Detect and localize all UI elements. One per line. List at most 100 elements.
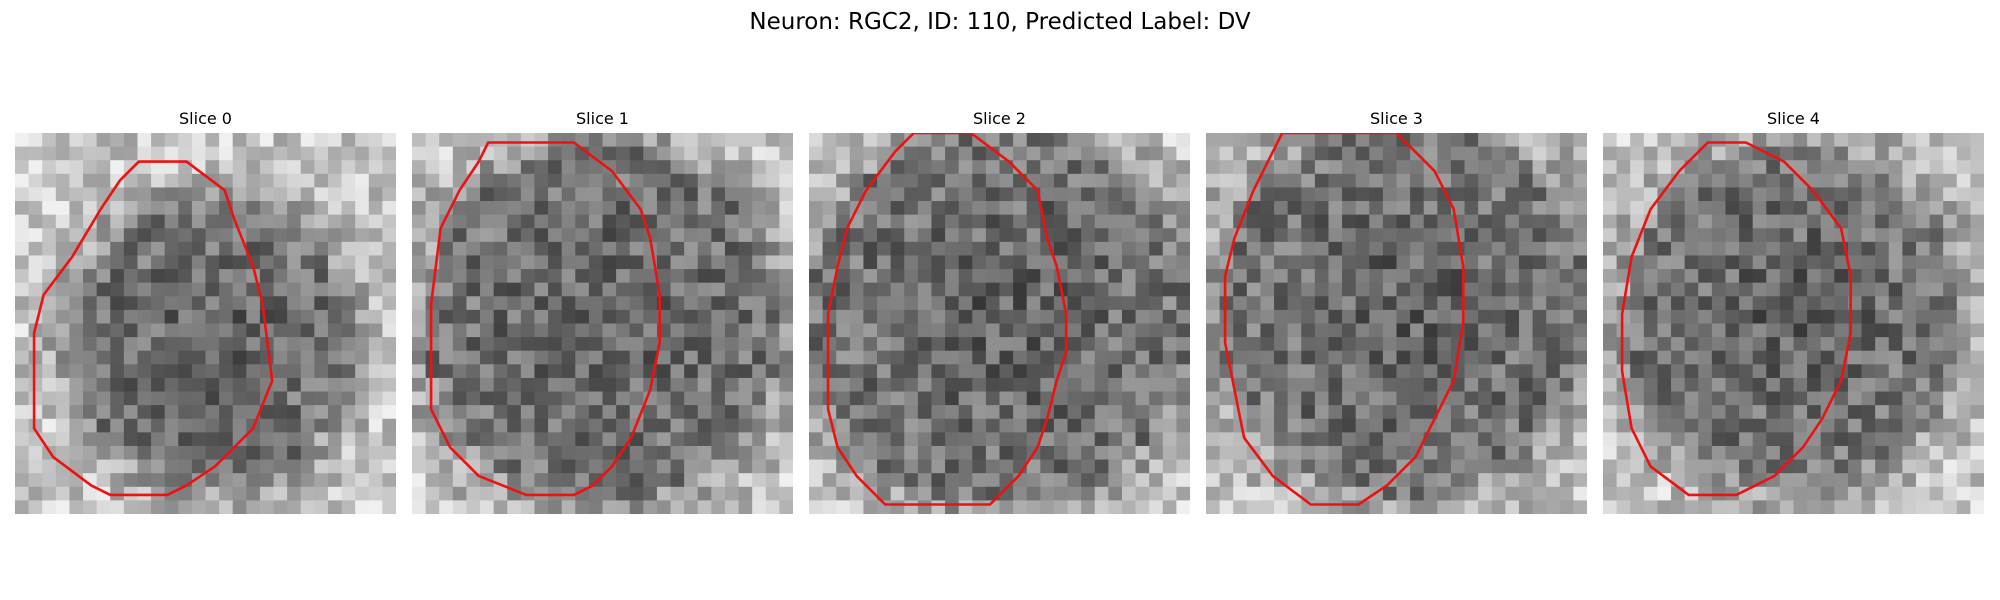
pixel bbox=[1793, 432, 1808, 447]
pixel bbox=[779, 228, 793, 243]
pixel bbox=[738, 173, 753, 189]
pixel bbox=[1657, 350, 1672, 365]
pixel bbox=[1206, 459, 1221, 474]
pixel bbox=[493, 146, 508, 161]
pixel bbox=[711, 160, 726, 175]
pixel bbox=[1643, 173, 1659, 189]
pixel bbox=[602, 418, 617, 433]
pixel bbox=[219, 364, 234, 379]
pixel bbox=[836, 309, 851, 325]
pixel bbox=[1779, 201, 1795, 216]
pixel bbox=[1970, 173, 1984, 189]
pixel bbox=[28, 377, 43, 393]
pixel bbox=[958, 405, 973, 420]
pixel bbox=[670, 201, 685, 216]
pixel bbox=[327, 296, 343, 311]
pixel bbox=[629, 500, 644, 514]
pixel bbox=[110, 241, 125, 257]
pixel bbox=[904, 500, 919, 514]
pixel bbox=[697, 350, 712, 365]
pixel bbox=[1875, 418, 1890, 433]
pixel bbox=[1135, 282, 1150, 297]
pixel bbox=[1671, 296, 1686, 311]
pixel bbox=[1464, 445, 1479, 461]
pixel bbox=[1752, 282, 1767, 297]
pixel bbox=[1532, 282, 1547, 297]
pixel bbox=[985, 133, 1001, 148]
pixel bbox=[1929, 214, 1944, 229]
pixel bbox=[1725, 187, 1740, 202]
pixel bbox=[1793, 323, 1808, 338]
pixel bbox=[958, 445, 973, 461]
pixel bbox=[42, 187, 57, 202]
pixel bbox=[1053, 473, 1069, 488]
pixel bbox=[1671, 255, 1686, 270]
pixel bbox=[1176, 255, 1190, 270]
pixel bbox=[259, 418, 275, 433]
pixel bbox=[724, 255, 740, 270]
pixel bbox=[1725, 377, 1740, 393]
pixel bbox=[1888, 241, 1903, 257]
pixel bbox=[958, 432, 973, 447]
pixel bbox=[1274, 500, 1289, 514]
pixel bbox=[656, 133, 672, 148]
pixel bbox=[42, 432, 57, 447]
pixel bbox=[1013, 350, 1028, 365]
pixel bbox=[863, 377, 878, 393]
pixel bbox=[1478, 282, 1493, 297]
pixel bbox=[273, 418, 288, 433]
pixel bbox=[520, 459, 536, 474]
pixel bbox=[917, 377, 933, 393]
pixel bbox=[1603, 133, 1618, 148]
pixel bbox=[1752, 500, 1767, 514]
pixel bbox=[561, 296, 576, 311]
pixel bbox=[1532, 187, 1547, 202]
pixel bbox=[1807, 228, 1822, 243]
pixel bbox=[602, 201, 617, 216]
pixel bbox=[863, 459, 878, 474]
pixel bbox=[1559, 173, 1574, 189]
pixel bbox=[1067, 500, 1082, 514]
pixel bbox=[836, 173, 851, 189]
pixel bbox=[1176, 201, 1190, 216]
pixel bbox=[1943, 337, 1958, 352]
pixel bbox=[110, 146, 125, 161]
pixel bbox=[1206, 255, 1221, 270]
pixel bbox=[1081, 459, 1096, 474]
pixel bbox=[822, 391, 837, 406]
pixel bbox=[1342, 500, 1357, 514]
pixel bbox=[1328, 173, 1343, 189]
pixel bbox=[1616, 500, 1631, 514]
pixel bbox=[1026, 350, 1041, 365]
pixel bbox=[1067, 445, 1082, 461]
pixel bbox=[1779, 241, 1795, 257]
pixel bbox=[656, 350, 672, 365]
pixel bbox=[1766, 500, 1781, 514]
pixel bbox=[507, 337, 522, 352]
pixel bbox=[1711, 418, 1727, 433]
pixel bbox=[724, 296, 740, 311]
pixel bbox=[412, 377, 427, 393]
pixel bbox=[1559, 377, 1574, 393]
pixel bbox=[684, 459, 699, 474]
pixel bbox=[1108, 255, 1123, 270]
pixel bbox=[1437, 269, 1452, 284]
pixel bbox=[439, 445, 454, 461]
pixel bbox=[382, 350, 396, 365]
pixel bbox=[629, 296, 644, 311]
pixel bbox=[1410, 459, 1425, 474]
pixel bbox=[273, 296, 288, 311]
pixel bbox=[341, 459, 356, 474]
pixel bbox=[1902, 269, 1917, 284]
pixel bbox=[1287, 241, 1302, 257]
pixel bbox=[1135, 337, 1150, 352]
pixel bbox=[1176, 241, 1190, 257]
pixel bbox=[697, 473, 712, 488]
pixel bbox=[1423, 296, 1438, 311]
pixel bbox=[1287, 160, 1302, 175]
pixel bbox=[164, 337, 179, 352]
pixel bbox=[1067, 269, 1082, 284]
pixel bbox=[382, 269, 396, 284]
pixel bbox=[972, 405, 987, 420]
pixel bbox=[1505, 296, 1520, 311]
